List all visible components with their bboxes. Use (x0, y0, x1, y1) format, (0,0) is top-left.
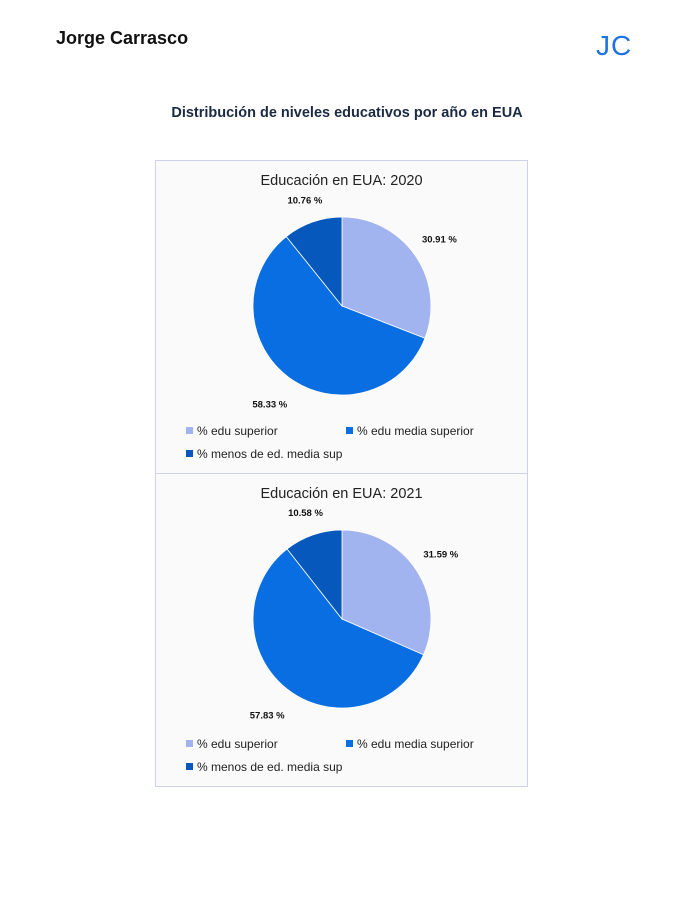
slice-edu-superior (341, 529, 432, 656)
legend-menos-media-sup: % menos de ed. media sup (186, 447, 343, 461)
pie-chart-2020-svg: Educación en EUA: 2020 30.91 % 58.33 % 10.… (186, 173, 474, 461)
pie-chart-2021: Educación en EUA: 2021 31.59 % 57.83 % 10.… (155, 473, 528, 787)
author-name: Jorge Carrasco (56, 28, 189, 48)
legend-edu-superior: % edu superior (186, 424, 278, 438)
data-label: 57.83 % (250, 710, 285, 721)
data-label: 58.33 % (252, 399, 287, 410)
legend-swatch (346, 740, 353, 747)
legend-swatch (186, 450, 193, 457)
slice-menos-media-sup (285, 216, 343, 308)
chart-title: Educación en EUA: 2020 (260, 173, 422, 189)
legend-edu-media-superior: % edu media superior (346, 424, 474, 438)
legend-label: % menos de ed. media sup (197, 447, 343, 461)
legend-label: % edu superior (197, 424, 278, 438)
pie-chart-2021-svg: Educación en EUA: 2021 31.59 % 57.83 % 10.… (186, 486, 474, 774)
chart-legend: % edu superior % edu media superior % meno… (186, 737, 474, 774)
legend-edu-superior: % edu superior (186, 737, 278, 751)
data-label: 10.76 % (287, 195, 322, 206)
slice-edu-media-superior (252, 236, 426, 396)
slice-menos-media-sup (286, 529, 343, 621)
data-labels: 31.59 % 57.83 % 10.58 % (250, 508, 459, 721)
data-label: 10.58 % (288, 508, 323, 519)
legend-label: % edu media superior (357, 737, 474, 751)
data-label: 31.59 % (423, 550, 458, 561)
legend-menos-media-sup: % menos de ed. media sup (186, 760, 343, 774)
author-monogram: JC (596, 30, 633, 61)
legend-swatch (186, 427, 193, 434)
slice-edu-media-superior (252, 548, 425, 709)
pie-slices (252, 216, 432, 396)
chart-legend: % edu superior % edu media superior % meno… (186, 424, 474, 461)
legend-label: % menos de ed. media sup (197, 760, 343, 774)
legend-swatch (186, 740, 193, 747)
legend-swatch (186, 763, 193, 770)
data-label: 30.91 % (422, 234, 457, 245)
pie-slices (252, 529, 432, 709)
legend-edu-media-superior: % edu media superior (346, 737, 474, 751)
slice-edu-superior (341, 216, 432, 339)
pie-chart-2020: Educación en EUA: 2020 30.91 % 58.33 % 10.… (155, 160, 528, 474)
data-labels: 30.91 % 58.33 % 10.76 % (252, 195, 457, 410)
document-title: Distribución de niveles educativos por a… (171, 105, 523, 121)
chart-title: Educación en EUA: 2021 (260, 486, 422, 502)
legend-swatch (346, 427, 353, 434)
legend-label: % edu media superior (357, 424, 474, 438)
legend-label: % edu superior (197, 737, 278, 751)
